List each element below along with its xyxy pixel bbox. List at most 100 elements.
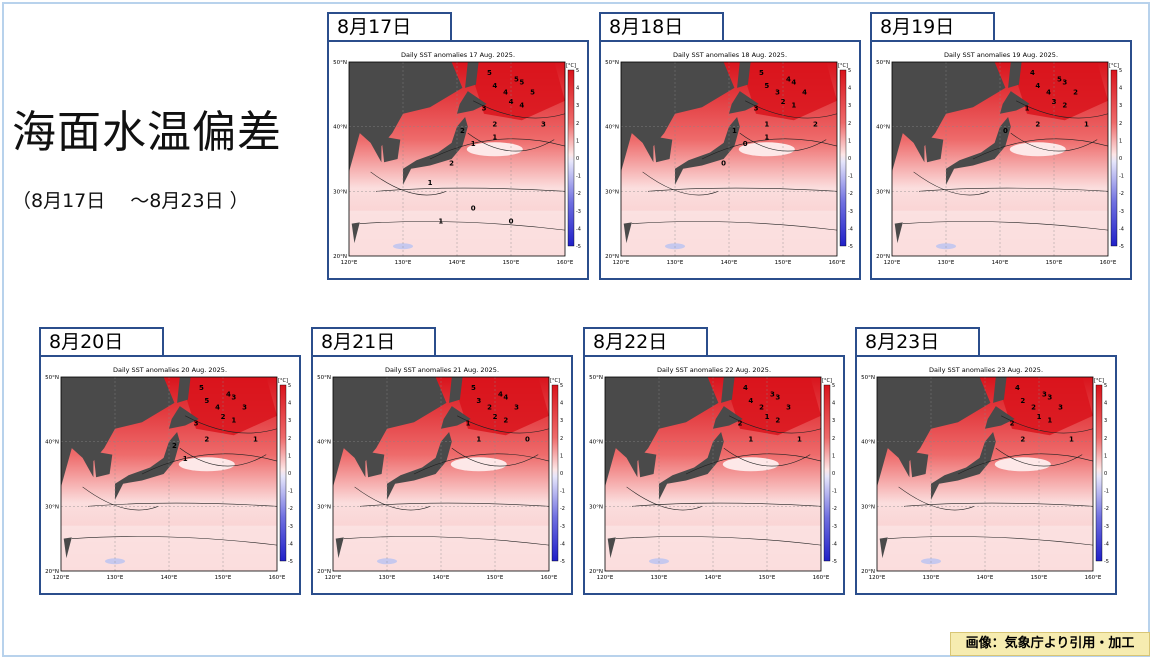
contour-label: 2 [1073,88,1078,96]
colorbar-tick-label: -4 [832,541,837,547]
contour-label: 4 [226,390,231,398]
contour-label: 2 [487,403,492,411]
land-japan [931,431,996,500]
colorbar-tick-label: 1 [1119,138,1122,144]
contour-label: 3 [1058,403,1063,411]
colorbar-tick-label: -3 [560,524,565,530]
map-title: Daily SST anomalies 22 Aug. 2025. [656,366,772,374]
colorbar-unit: [°C] [822,378,832,384]
lat-tick-label: 20°N [861,569,875,575]
colorbar-tick-label: 3 [832,418,835,424]
warm-anomaly-core [179,377,277,436]
colorbar-tick-label: 2 [1104,436,1107,442]
colorbar-tick-label: 4 [832,401,835,407]
land-japan [403,116,468,185]
lon-tick-label: 130°E [923,575,940,581]
colorbar-tick-label: -2 [288,506,293,512]
lon-tick-label: 130°E [651,575,668,581]
colorbar-tick-label: 4 [1104,401,1107,407]
date-tab: 8月17日 [327,12,452,40]
contour-line [631,221,838,231]
contour-label: 2 [813,121,818,129]
colorbar-tick-label: 5 [1119,68,1122,74]
contour-label: 3 [786,403,791,411]
colorbar-tick-label: 2 [560,436,563,442]
contour-label: 2 [1010,420,1015,428]
south-zone [349,210,565,256]
lat-tick-label: 50°N [317,375,331,381]
colorbar-tick-label: 4 [1119,86,1122,92]
colorbar-tick-label: -3 [832,524,837,530]
colorbar-tick-label: 5 [832,383,835,389]
land-sakhalin [449,377,463,403]
contour-label: 2 [1020,397,1025,405]
lon-tick-label: 140°E [449,260,466,266]
land-hokkaido [457,91,487,114]
land-hokkaido [441,406,471,429]
contour-label: 5 [514,75,519,83]
colorbar-tick-label: 0 [576,156,579,162]
lon-tick-label: 160°E [813,575,830,581]
land-korea [93,451,113,478]
sst-map-panel: 8月18日 Daily SST anomalies 18 Aug. 2025. 5 4… [599,12,861,280]
lat-tick-label: 30°N [861,504,875,510]
contour-line [1001,415,1094,434]
south-zone [605,525,821,571]
colorbar-tick-label: 2 [576,121,579,127]
colorbar-tick-label: -3 [288,524,293,530]
contour-label: 2 [775,416,780,424]
lat-tick-label: 50°N [333,60,347,66]
colorbar-tick-label: -4 [1119,226,1124,232]
colorbar-tick-label: -2 [1119,191,1124,197]
lat-tick-label: 20°N [876,254,890,260]
contour-label: 5 [759,69,764,77]
contour-label: 3 [194,420,199,428]
contour-line [473,100,566,119]
lon-tick-label: 160°E [1085,575,1102,581]
contour-label: 0 [743,140,748,148]
land-asia [892,62,1006,172]
contour-label: 3 [242,403,247,411]
land-korea [381,136,401,163]
map-border [604,376,822,572]
contour-label: 4 [791,79,796,87]
contour-line [185,415,278,434]
weak-anomaly-band [450,457,507,472]
map-border [332,376,550,572]
contour-label: 3 [1052,98,1057,106]
contour-line [1016,100,1109,119]
sst-map-panel: 8月19日 Daily SST anomalies 19 Aug. 2025. 4 5… [870,12,1132,280]
land-taiwan [351,222,360,244]
colorbar-tick-label: 2 [832,436,835,442]
contour-label: 1 [764,121,769,129]
colorbar-tick-label: -1 [848,174,853,180]
contour-label: 3 [482,105,487,113]
contour-label: 3 [1042,390,1047,398]
land-hokkaido [985,406,1015,429]
contour-label: 4 [492,82,497,90]
land-korea [637,451,657,478]
contour-line [82,486,159,511]
contour-label: 2 [460,127,465,135]
contour-label: 4 [1015,384,1020,392]
lat-tick-label: 40°N [333,125,347,131]
contour-label: 0 [1003,127,1008,135]
contour-label: 3 [770,390,775,398]
contour-label: 2 [172,442,177,450]
colorbar-unit: [°C] [838,63,848,69]
contour-label: 1 [1037,413,1042,421]
land-asia [333,377,447,487]
lon-tick-label: 140°E [721,260,738,266]
lat-tick-label: 40°N [589,440,603,446]
lon-tick-label: 130°E [667,260,684,266]
contour-label: 0 [721,159,726,167]
colorbar-tick-label: 3 [560,418,563,424]
land-japan [387,431,452,500]
land-japan [115,431,180,500]
lat-tick-label: 40°N [317,440,331,446]
contour-label: 5 [471,384,476,392]
colorbar-unit: [°C] [278,378,288,384]
colorbar-tick-label: 2 [288,436,291,442]
